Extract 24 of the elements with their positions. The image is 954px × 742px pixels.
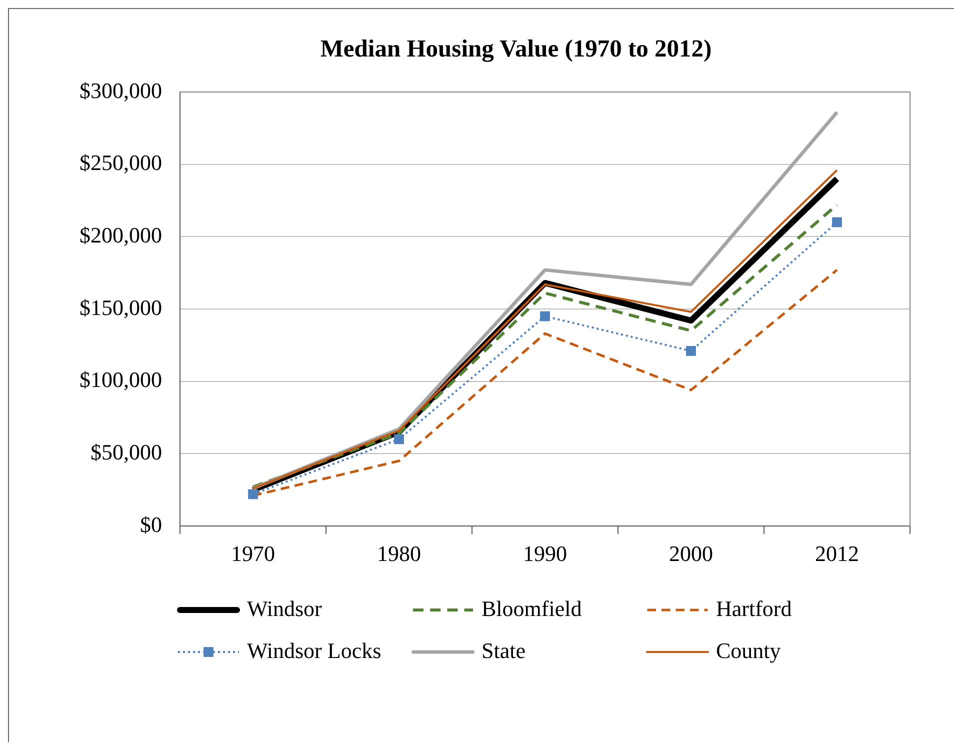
- y-tick-label: $300,000: [80, 78, 162, 103]
- point: [248, 489, 258, 500]
- y-tick-label: $150,000: [80, 294, 162, 320]
- point: [686, 346, 696, 356]
- x-tick-label: 2012: [815, 540, 859, 566]
- y-tick-label: $200,000: [80, 222, 162, 248]
- x-tick-label: 1970: [231, 540, 275, 566]
- legend-label: County: [716, 638, 781, 663]
- point: [394, 434, 404, 444]
- y-tick-label: $100,000: [80, 367, 162, 392]
- y-tick-label: $250,000: [80, 150, 162, 176]
- legend-label: Windsor Locks: [247, 638, 382, 663]
- x-tick-label: 1990: [523, 540, 567, 566]
- y-tick-label: $50,000: [90, 439, 162, 464]
- legend-label: State: [482, 638, 526, 663]
- chart-title: Median Housing Value (1970 to 2012): [320, 35, 712, 62]
- x-tick-label: 1980: [377, 540, 421, 566]
- legend-label: Windsor: [247, 596, 323, 621]
- legend-label: Bloomfield: [482, 596, 582, 621]
- point: [540, 311, 550, 322]
- y-tick-label: $0: [140, 512, 162, 537]
- legend-label: Hartford: [716, 596, 792, 621]
- point: [832, 217, 842, 228]
- x-tick-label: 2000: [669, 540, 713, 566]
